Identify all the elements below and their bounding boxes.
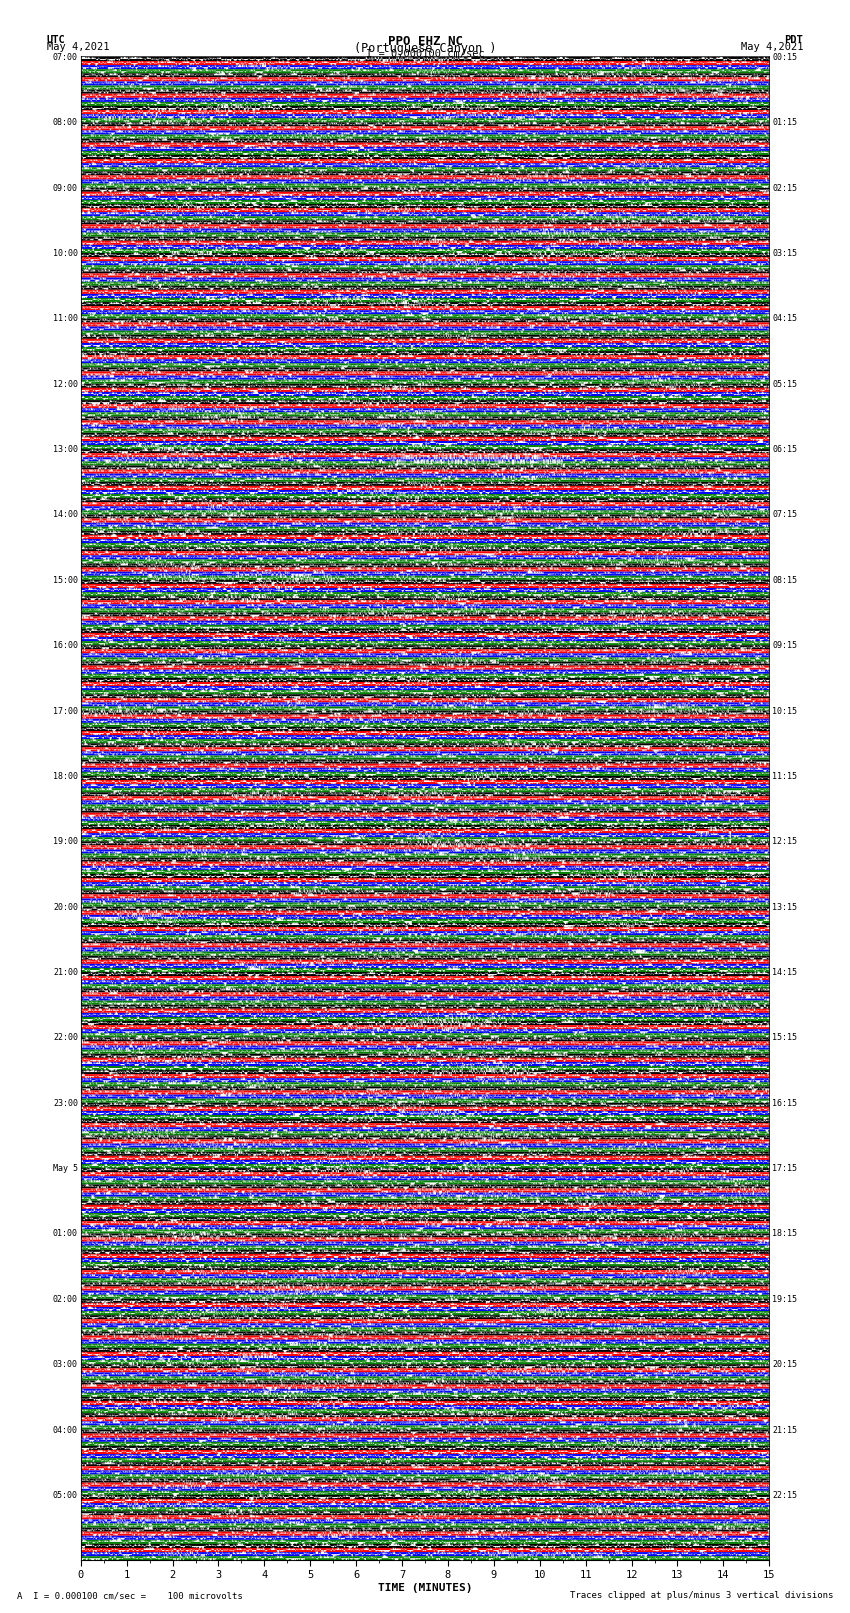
- Text: A  I = 0.000100 cm/sec =    100 microvolts: A I = 0.000100 cm/sec = 100 microvolts: [17, 1590, 243, 1600]
- Text: PPO EHZ NC: PPO EHZ NC: [388, 35, 462, 48]
- Text: May 4,2021: May 4,2021: [740, 42, 803, 52]
- Text: UTC: UTC: [47, 35, 65, 45]
- Text: I = 0.000100 cm/sec: I = 0.000100 cm/sec: [366, 50, 484, 60]
- Text: Traces clipped at plus/minus 3 vertical divisions: Traces clipped at plus/minus 3 vertical …: [570, 1590, 833, 1600]
- X-axis label: TIME (MINUTES): TIME (MINUTES): [377, 1582, 473, 1594]
- Text: (Portuguese Canyon ): (Portuguese Canyon ): [354, 42, 496, 55]
- Text: May 4,2021: May 4,2021: [47, 42, 110, 52]
- Text: PDT: PDT: [785, 35, 803, 45]
